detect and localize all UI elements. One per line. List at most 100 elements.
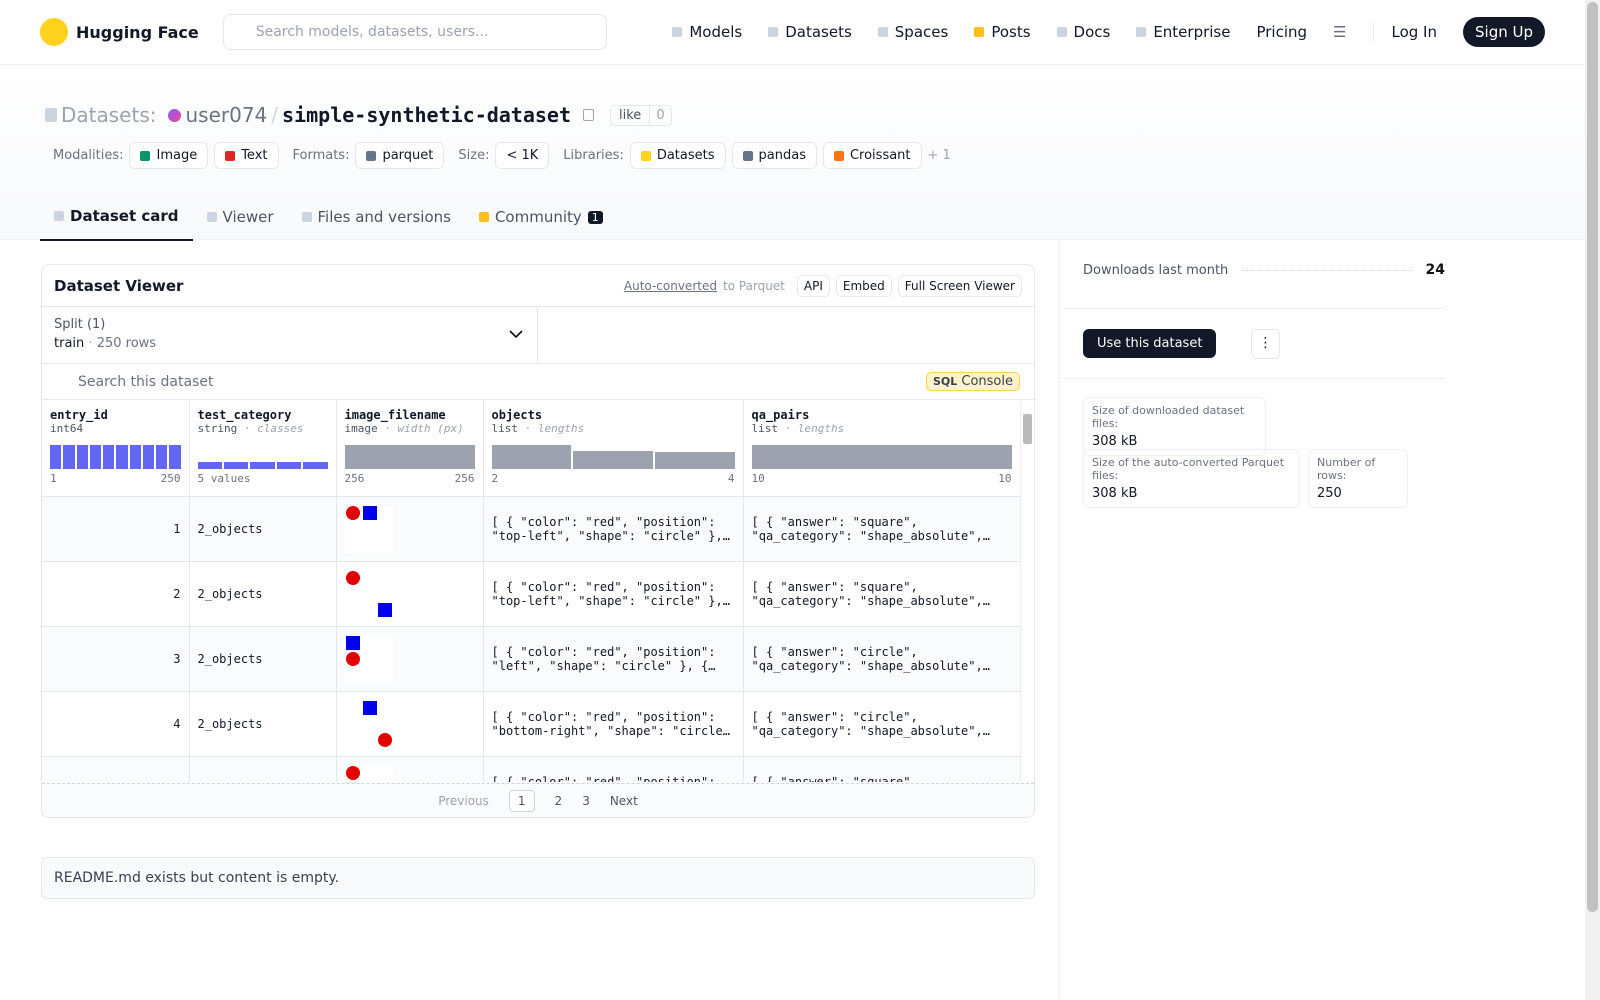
histogram-labels: 256 256 xyxy=(345,472,475,485)
type-hint: · lengths xyxy=(524,422,585,435)
table-row[interactable]: 1 2_objects [ { "color": "red", "position"… xyxy=(42,496,1021,562)
nav-link[interactable]: Enterprise xyxy=(1136,23,1230,41)
auto-converted[interactable]: Auto-converted xyxy=(623,278,717,293)
cell-text: [ { "color": "red", "position": "top-lef… xyxy=(491,514,723,543)
summary: 5 values xyxy=(197,472,251,485)
owner[interactable]: user074 xyxy=(185,103,268,127)
cell: 2_objects xyxy=(189,496,337,562)
column-type: image · width (px) xyxy=(345,422,475,435)
viewer-search[interactable]: Search this dataset SQL Console xyxy=(42,364,1034,400)
nav-link[interactable]: Models xyxy=(672,23,742,41)
tag[interactable]: < 1K xyxy=(495,142,550,169)
cell-text: [ { "answer": "square", "qa_category": "… xyxy=(751,774,918,783)
login[interactable]: Log In xyxy=(1372,23,1437,41)
next[interactable]: Next xyxy=(609,793,638,808)
nav-link[interactable]: Posts xyxy=(974,23,1031,41)
page[interactable]: 1 xyxy=(508,789,535,812)
sql-console[interactable]: SQL Console xyxy=(925,372,1020,391)
histogram-bar xyxy=(751,445,1012,469)
previous[interactable]: Previous xyxy=(438,793,489,808)
nav-link-text: Models xyxy=(689,23,743,41)
tab[interactable]: Dataset card xyxy=(40,197,193,241)
circle xyxy=(345,570,360,585)
search-input[interactable]: Search models, datasets, users... xyxy=(222,14,607,50)
column-header[interactable]: entry_id int64 1 250 xyxy=(42,400,190,497)
viewer-button[interactable]: API xyxy=(796,274,830,297)
viewer-button[interactable]: Full Screen Viewer xyxy=(897,274,1022,297)
type-hint: · width (px) xyxy=(384,422,464,435)
sidebar: Downloads last month 24 Use this dataset … xyxy=(1059,240,1585,1000)
histogram-bar xyxy=(103,445,115,469)
table-row[interactable]: 4 2_objects [ { "color": "red", "position"… xyxy=(42,691,1021,757)
tab-text: Viewer xyxy=(222,208,274,226)
table-row[interactable]: 3 2_objects [ { "color": "red", "position"… xyxy=(42,626,1021,692)
split-select[interactable]: Split (1) train · 250 rows xyxy=(42,307,538,363)
viewer-button[interactable]: Embed xyxy=(835,274,892,297)
use-dataset-button[interactable]: Use this dataset xyxy=(1083,329,1217,358)
cell-text: 2_objects xyxy=(197,521,263,536)
repo-title: Datasets: user074 / simple-synthetic-dat… xyxy=(45,103,672,127)
page[interactable]: 3 xyxy=(582,793,590,808)
more-button[interactable]: ⋮ xyxy=(1251,329,1280,359)
tag[interactable]: Datasets xyxy=(629,142,726,169)
cell-text: [ { "color": "red", "position": "left", … xyxy=(491,644,716,673)
tab[interactable]: Viewer xyxy=(193,197,288,241)
page[interactable]: 2 xyxy=(554,793,563,808)
histogram-bar xyxy=(50,445,62,469)
repo-name[interactable]: simple-synthetic-dataset xyxy=(282,103,572,127)
column-header[interactable]: image_filename image · width (px) 256 256 xyxy=(336,400,484,497)
min: 1 xyxy=(50,472,57,485)
column-header[interactable]: objects list · lengths 2 4 xyxy=(483,400,744,497)
nav-link[interactable]: Pricing xyxy=(1256,23,1307,41)
tag[interactable]: Croissant xyxy=(822,142,922,169)
column-header[interactable]: qa_pairs list · lengths 10 10 xyxy=(743,400,1021,497)
section[interactable]: Datasets: xyxy=(61,103,157,127)
nav-link[interactable]: Docs xyxy=(1056,23,1110,41)
more-tags[interactable]: + 1 xyxy=(927,148,951,163)
viewer-search-placeholder: Search this dataset xyxy=(78,373,214,390)
tag[interactable]: Text xyxy=(214,142,279,169)
stat-label: Size of downloaded dataset files: xyxy=(1092,404,1245,430)
histogram-bar xyxy=(654,452,735,469)
tag[interactable]: pandas xyxy=(731,142,817,169)
nav-link[interactable]: Spaces xyxy=(877,23,948,41)
cell: [ { "color": "red", "position": "top-lef… xyxy=(483,496,744,562)
histogram-bar xyxy=(129,445,141,469)
column-type: int64 xyxy=(50,422,181,435)
signup[interactable]: Sign Up xyxy=(1463,17,1545,47)
cell: [ { "answer": "square", "qa_category": "… xyxy=(743,496,1021,562)
stat-value: 250 xyxy=(1317,486,1342,501)
repo-header: Datasets: user074 / simple-synthetic-dat… xyxy=(0,65,1585,241)
circle xyxy=(377,732,392,747)
like-button[interactable]: like 0 xyxy=(610,104,672,126)
cell-text: 2_objects xyxy=(197,716,263,731)
stat: Number of rows: 250 xyxy=(1308,449,1408,508)
tab[interactable]: Files and versions xyxy=(288,197,465,241)
image-thumb xyxy=(344,569,393,618)
logo[interactable]: Hugging Face xyxy=(40,18,199,46)
circle xyxy=(345,651,360,666)
menu-icon[interactable]: ☰ xyxy=(1333,23,1347,41)
logo-icon xyxy=(40,18,68,46)
table-scrollbar[interactable] xyxy=(1020,400,1034,782)
cell: 1 xyxy=(42,496,190,562)
table-row[interactable]: 2 2_objects [ { "color": "red", "position"… xyxy=(42,561,1021,627)
nav-link-text: Posts xyxy=(991,23,1031,41)
column-header[interactable]: test_category string · classes 5 values xyxy=(189,400,337,497)
nav-icon xyxy=(974,27,985,37)
table-row[interactable]: 5 2_objects [ { "color": "red", "position"… xyxy=(42,756,1021,783)
like-label: like xyxy=(619,107,642,123)
page-scrollbar[interactable] xyxy=(1585,0,1600,1000)
tab[interactable]: Community 1 xyxy=(465,197,617,241)
tag[interactable]: parquet xyxy=(355,142,445,169)
copy-icon[interactable] xyxy=(583,109,595,121)
tag-group-label: Modalities: xyxy=(53,148,124,163)
cell: 2 xyxy=(42,561,190,627)
tag[interactable]: Image xyxy=(129,142,209,169)
split-sep: · xyxy=(88,336,93,351)
nav-link[interactable]: Datasets xyxy=(768,23,852,41)
viewer-title: Dataset Viewer xyxy=(54,276,184,295)
histogram-bar xyxy=(223,461,249,469)
tag-text: < 1K xyxy=(506,148,539,163)
max: 250 xyxy=(160,472,181,485)
